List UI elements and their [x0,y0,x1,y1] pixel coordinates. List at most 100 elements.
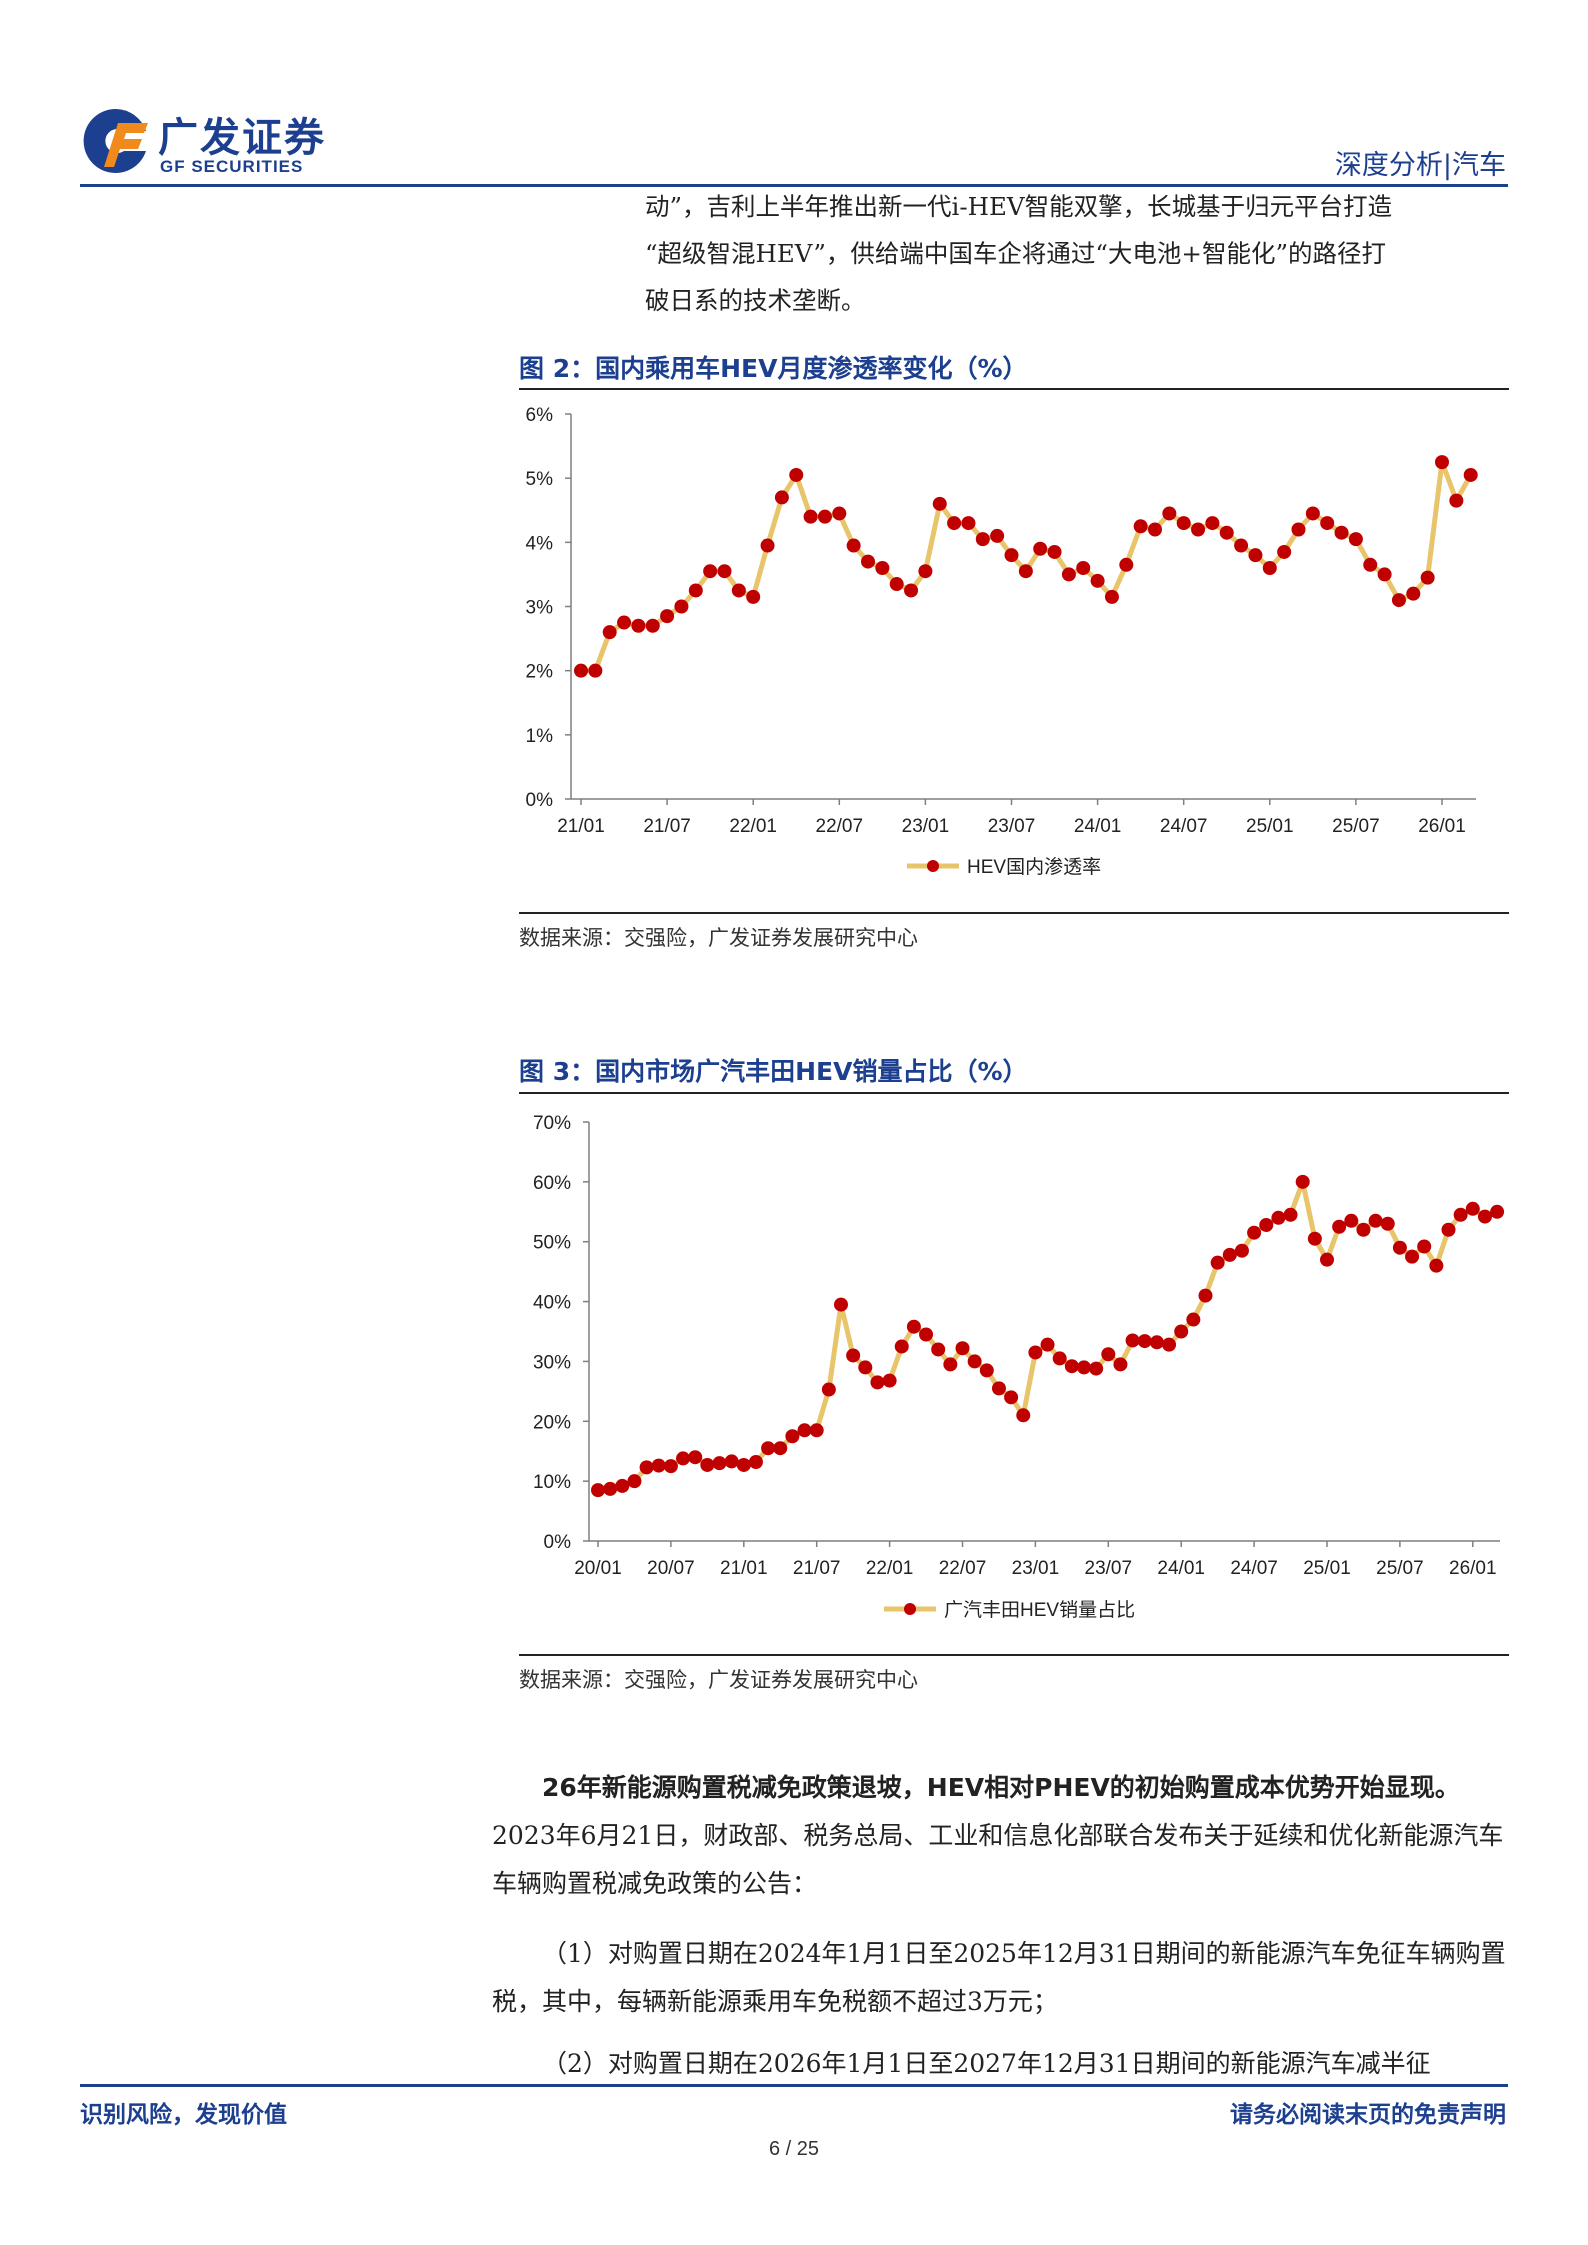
data-point [1247,1225,1262,1240]
x-tick-label: 24/07 [1160,816,1208,837]
data-point [870,1375,885,1390]
data-point [1198,1288,1213,1303]
data-point [1028,1345,1043,1360]
y-tick-label: 10% [533,1472,571,1493]
data-point [1076,561,1091,575]
data-point [651,1458,666,1473]
data-point [1307,1231,1322,1246]
data-point [712,1456,727,1471]
data-point [746,589,761,604]
data-point [602,625,617,640]
x-tick-label: 24/07 [1230,1558,1278,1579]
x-tick-label: 21/07 [793,1558,841,1579]
data-point [731,583,746,598]
data-point [1435,455,1449,470]
data-point [631,618,646,633]
data-point [1305,506,1320,521]
y-tick-label: 70% [533,1113,571,1134]
x-tick-label: 22/01 [866,1558,914,1579]
data-point [1344,1213,1359,1228]
data-point [931,1342,946,1357]
data-point [979,1363,994,1378]
paragraph-1-rest: 2023年6月21日，财政部、税务总局、工业和信息化部联合发布关于延续和优化新能… [492,1821,1504,1898]
company-logo: 广发证券 GF SECURITIES [80,105,340,185]
data-point [1174,1324,1189,1339]
y-tick-label: 30% [533,1352,571,1373]
data-point [773,1441,788,1456]
data-point [1137,1334,1152,1349]
y-tick-label: 50% [533,1233,571,1254]
data-point [1210,1255,1225,1270]
data-point [574,663,588,678]
data-point [1125,1333,1140,1348]
data-point [1320,1252,1334,1267]
data-point [1234,538,1249,553]
data-point [1441,1222,1456,1237]
y-tick-label: 60% [533,1173,571,1194]
data-point [1234,1243,1249,1258]
data-point [627,1474,642,1489]
data-point [1406,586,1421,601]
header-rule [80,184,1508,187]
data-point [789,467,804,482]
data-point [1090,573,1105,588]
data-point [1016,1408,1031,1423]
data-point [846,538,861,553]
data-point [1033,541,1048,556]
x-tick-label: 23/01 [902,816,950,837]
y-tick-label: 2% [526,662,554,683]
legend-label: 广汽丰田HEV销量占比 [944,1599,1135,1621]
data-point [688,583,703,598]
intro-line-3: 破日系的技术垄断。 [645,286,866,315]
data-point [1186,1312,1201,1327]
data-point [861,554,875,569]
x-tick-label: 22/07 [939,1558,987,1579]
x-tick-label: 26/01 [1418,816,1466,837]
x-tick-label: 23/07 [988,816,1036,837]
data-point [932,496,947,511]
data-point [904,583,919,598]
data-point [875,561,890,575]
data-point [1089,1361,1104,1376]
x-tick-label: 22/07 [816,816,864,837]
data-point [1334,525,1349,540]
data-point [882,1373,897,1388]
data-point [1101,1347,1116,1362]
data-point [1219,525,1234,540]
data-point [919,1327,934,1342]
x-tick-label: 20/01 [574,1558,622,1579]
data-point [700,1457,715,1472]
data-point [947,516,962,531]
data-point [1429,1258,1444,1273]
data-point [591,1483,605,1498]
data-point [1176,516,1191,531]
gf-logo-mark-icon [83,108,148,173]
data-point [785,1429,800,1444]
data-point [760,538,775,553]
data-point [1348,532,1363,547]
section-label: 深度分析|汽车 [1334,150,1506,181]
data-point [588,663,603,678]
data-point [797,1423,812,1438]
data-point [1465,1201,1480,1216]
data-point [967,1354,982,1369]
data-point [1405,1249,1420,1264]
data-point [1047,544,1062,559]
footer-disclaimer: 请务必阅读末页的免责声明 [1230,2102,1506,2128]
y-tick-label: 40% [533,1293,571,1314]
data-point [736,1457,751,1472]
hev-penetration-chart: 0% 1% 2% 3% 4% 5% 6% 21/01 21/07 22/01 22/07 23/01 2… [526,405,1478,878]
paragraph-1-bold: 26年新能源购置税减免政策退坡，HEV相对PHEV的初始购置成本优势开始显现。 [542,1773,1460,1802]
data-point [1064,1359,1079,1374]
data-point [1332,1219,1347,1234]
data-point [1040,1337,1055,1352]
logo-english-text: GF SECURITIES [160,157,304,176]
footer-rule [80,2084,1508,2087]
x-tick-label: 21/01 [557,816,605,837]
x-tick-label: 25/07 [1332,816,1380,837]
x-tick-label: 23/01 [1012,1558,1060,1579]
data-point [1162,1337,1177,1352]
data-point [1363,557,1378,572]
data-point [1149,1335,1164,1350]
paragraph-1: 26年新能源购置税减免政策退坡，HEV相对PHEV的初始购置成本优势开始显现。 2… [492,1764,1509,1908]
